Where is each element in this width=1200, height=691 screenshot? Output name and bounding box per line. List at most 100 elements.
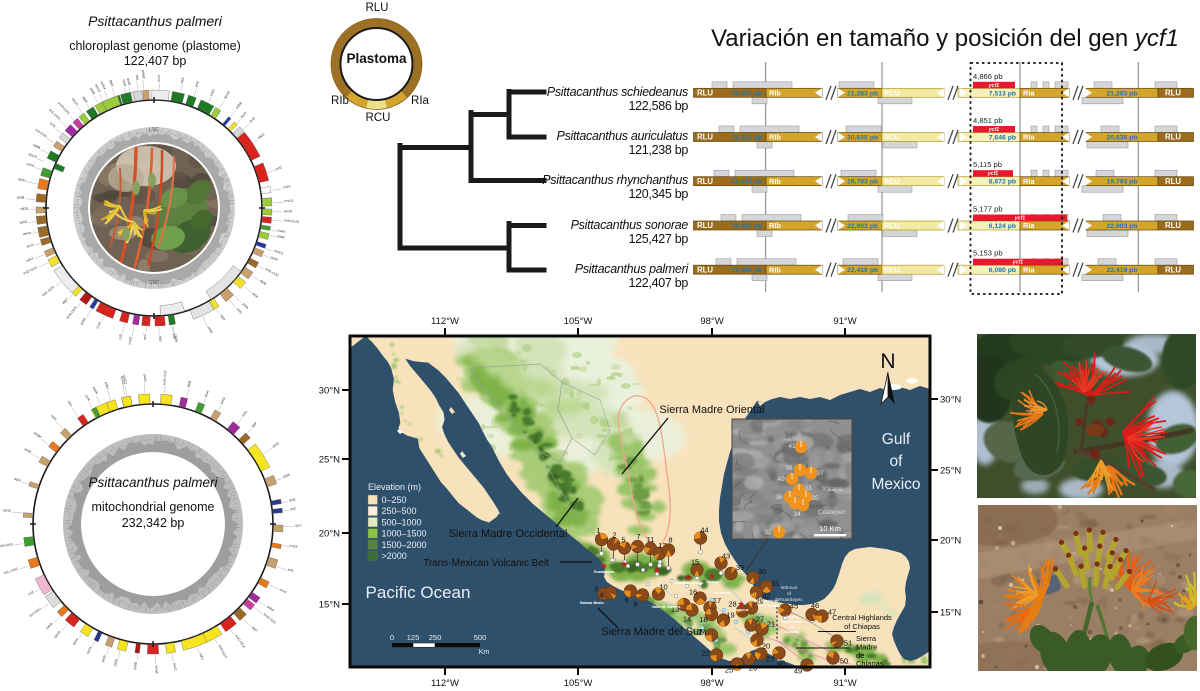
svg-text:trnD-GUC: trnD-GUC	[218, 644, 229, 660]
svg-text:12: 12	[658, 541, 666, 550]
svg-text:petN: petN	[270, 255, 279, 262]
svg-text:RCU: RCU	[884, 133, 900, 142]
svg-text:RLU: RLU	[697, 265, 713, 274]
svg-text:Elevation (m): Elevation (m)	[368, 482, 421, 492]
svg-text:19: 19	[726, 611, 734, 620]
svg-text:clpP: clpP	[250, 421, 258, 429]
svg-text:Psittacanthus palmeri: Psittacanthus palmeri	[88, 475, 218, 490]
svg-text:rps4: rps4	[157, 75, 161, 82]
svg-text:psbJ: psbJ	[104, 381, 110, 389]
svg-text:91°W: 91°W	[833, 678, 856, 689]
svg-text:73,497 pb: 73,497 pb	[731, 223, 762, 230]
svg-text:Central Highlands: Central Highlands	[832, 613, 892, 622]
svg-text:15: 15	[691, 558, 699, 567]
svg-text:72,322 pb: 72,322 pb	[731, 135, 762, 142]
svg-text:105°W: 105°W	[564, 678, 593, 689]
svg-text:petD: petD	[207, 326, 214, 335]
svg-text:25°N: 25°N	[940, 466, 961, 477]
svg-text:1500–2000: 1500–2000	[382, 540, 427, 550]
svg-text:ycf1: ycf1	[988, 127, 999, 133]
svg-text:rps19: rps19	[28, 152, 37, 159]
svg-text:72,507 pb: 72,507 pb	[731, 90, 762, 97]
svg-text:9: 9	[633, 600, 637, 609]
svg-text:ycf4: ycf4	[84, 394, 91, 401]
svg-text:500–1000: 500–1000	[382, 517, 422, 527]
svg-text:91°W: 91°W	[833, 316, 856, 327]
svg-text:7,513 pb: 7,513 pb	[989, 90, 1016, 97]
svg-text:22: 22	[701, 649, 709, 658]
svg-text:rbcL: rbcL	[180, 76, 185, 83]
svg-text:ndhB: ndhB	[32, 143, 42, 150]
svg-text:19,793 pb: 19,793 pb	[847, 179, 878, 186]
svg-text:psbE: psbE	[19, 220, 28, 225]
svg-text:atpA: atpA	[13, 477, 22, 483]
svg-text:11: 11	[647, 535, 655, 544]
svg-text:8: 8	[668, 536, 672, 545]
svg-text:71,489 pb: 71,489 pb	[731, 267, 762, 274]
svg-text:25°N: 25°N	[319, 455, 340, 466]
svg-text:2: 2	[612, 531, 616, 540]
svg-text:rrn16: rrn16	[282, 184, 291, 189]
svg-text:ycf1: ycf1	[1014, 216, 1025, 222]
svg-text:rpoB: rpoB	[24, 447, 33, 454]
svg-text:232,342 bp: 232,342 bp	[122, 516, 185, 530]
svg-text:36: 36	[775, 494, 783, 501]
svg-text:RLU: RLU	[697, 133, 713, 142]
svg-text:3: 3	[594, 585, 598, 594]
svg-text:rpl14: rpl14	[72, 637, 80, 646]
svg-text:27: 27	[756, 615, 764, 624]
svg-text:petL: petL	[241, 410, 248, 418]
svg-text:22,419 pb: 22,419 pb	[847, 267, 878, 274]
svg-text:112°W: 112°W	[431, 678, 459, 689]
svg-text:trnL-UAG: trnL-UAG	[48, 108, 61, 121]
svg-text:RIb: RIb	[769, 177, 781, 186]
svg-text:112°W: 112°W	[431, 316, 459, 327]
svg-text:5: 5	[621, 536, 625, 545]
svg-text:37: 37	[816, 470, 824, 477]
svg-text:psaI: psaI	[252, 292, 260, 299]
svg-text:45: 45	[790, 602, 798, 611]
svg-text:RCU: RCU	[884, 177, 900, 186]
svg-text:35: 35	[811, 495, 819, 502]
svg-text:47: 47	[828, 608, 836, 617]
svg-text:15°N: 15°N	[319, 600, 340, 611]
svg-text:rps3: rps3	[289, 497, 296, 502]
svg-text:trnC-GCA: trnC-GCA	[234, 634, 246, 649]
svg-text:rpl36: rpl36	[282, 473, 291, 479]
svg-text:trnL-UAG: trnL-UAG	[3, 567, 18, 576]
svg-text:petN: petN	[143, 374, 148, 382]
svg-text:98°W: 98°W	[700, 316, 723, 327]
svg-text:16: 16	[689, 588, 697, 597]
svg-text:34: 34	[793, 511, 801, 518]
svg-text:of: of	[787, 591, 792, 597]
svg-text:20°N: 20°N	[319, 529, 340, 540]
svg-text:23: 23	[766, 655, 774, 664]
svg-text:ccsA: ccsA	[95, 320, 102, 329]
svg-text:21: 21	[767, 620, 775, 629]
svg-text:20,635 pb: 20,635 pb	[1107, 135, 1138, 142]
svg-text:trnE-UUC: trnE-UUC	[162, 369, 167, 385]
svg-text:Coatepec: Coatepec	[818, 509, 847, 516]
svg-text:RLU: RLU	[1165, 133, 1181, 142]
svg-text:41: 41	[788, 443, 796, 450]
svg-text:Valle de Oaxaca: Valle de Oaxaca	[652, 605, 682, 609]
svg-text:RIa: RIa	[1023, 133, 1035, 142]
svg-text:psbM: psbM	[141, 70, 146, 79]
svg-text:48: 48	[777, 659, 785, 668]
svg-text:ycf1: ycf1	[987, 171, 998, 177]
svg-text:51: 51	[844, 639, 852, 648]
svg-text:rpoB: rpoB	[126, 78, 132, 87]
svg-text:rbcL: rbcL	[67, 400, 74, 408]
svg-text:accD: accD	[173, 663, 178, 672]
svg-text:petB: petB	[17, 195, 25, 200]
svg-text:RIb: RIb	[769, 221, 781, 230]
svg-text:rbcL: rbcL	[135, 74, 140, 81]
svg-text:22,903 pb: 22,903 pb	[1107, 223, 1138, 230]
svg-text:Veracruz: Veracruz	[714, 591, 730, 595]
svg-text:psbE: psbE	[133, 661, 138, 670]
svg-text:Los Tuxtlas: Los Tuxtlas	[760, 604, 781, 608]
svg-text:24: 24	[698, 628, 706, 637]
svg-text:125: 125	[407, 633, 420, 642]
svg-text:ndhJ: ndhJ	[25, 256, 34, 263]
svg-text:rps16: rps16	[94, 83, 101, 92]
